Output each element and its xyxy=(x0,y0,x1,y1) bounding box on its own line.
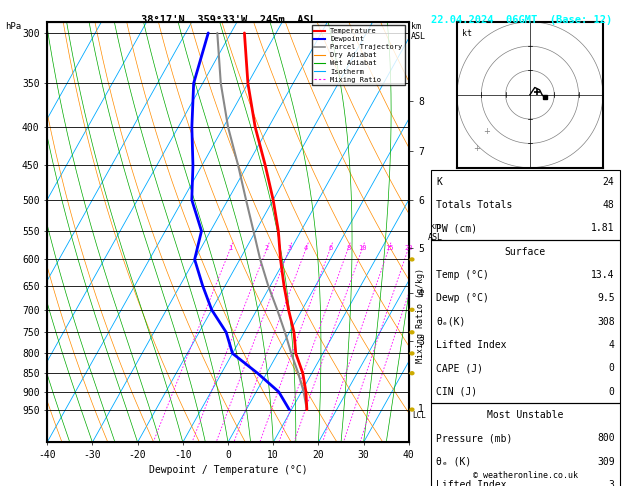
Y-axis label: km
ASL: km ASL xyxy=(427,223,442,242)
Text: CIN (J): CIN (J) xyxy=(436,387,477,397)
Text: Mixing Ratio (g/kg): Mixing Ratio (g/kg) xyxy=(416,268,425,364)
Legend: Temperature, Dewpoint, Parcel Trajectory, Dry Adiabat, Wet Adiabat, Isotherm, Mi: Temperature, Dewpoint, Parcel Trajectory… xyxy=(311,25,405,86)
Text: 3: 3 xyxy=(609,480,615,486)
Text: 9.5: 9.5 xyxy=(597,294,615,303)
Text: +: + xyxy=(473,144,480,153)
Text: Temp (°C): Temp (°C) xyxy=(436,270,489,280)
Text: 1: 1 xyxy=(228,245,233,251)
Text: Totals Totals: Totals Totals xyxy=(436,200,512,210)
Text: 1.81: 1.81 xyxy=(591,224,615,233)
Text: 309: 309 xyxy=(597,457,615,467)
Text: θₑ(K): θₑ(K) xyxy=(436,317,465,327)
X-axis label: Dewpoint / Temperature (°C): Dewpoint / Temperature (°C) xyxy=(148,466,308,475)
Text: 4: 4 xyxy=(609,340,615,350)
Text: PW (cm): PW (cm) xyxy=(436,224,477,233)
Text: 4: 4 xyxy=(304,245,308,251)
Text: 308: 308 xyxy=(597,317,615,327)
Text: 22.04.2024  06GMT  (Base: 12): 22.04.2024 06GMT (Base: 12) xyxy=(431,15,613,25)
Text: 10: 10 xyxy=(358,245,367,251)
Text: 2: 2 xyxy=(265,245,269,251)
Text: 3: 3 xyxy=(287,245,292,251)
Text: 800: 800 xyxy=(597,434,615,443)
Text: Surface: Surface xyxy=(504,247,546,257)
Text: K: K xyxy=(436,177,442,187)
Text: Dewp (°C): Dewp (°C) xyxy=(436,294,489,303)
Text: hPa: hPa xyxy=(5,22,21,31)
Text: CAPE (J): CAPE (J) xyxy=(436,364,483,373)
Text: © weatheronline.co.uk: © weatheronline.co.uk xyxy=(473,471,577,480)
Text: Most Unstable: Most Unstable xyxy=(487,410,564,420)
Text: 8: 8 xyxy=(346,245,350,251)
Text: 38°17'N  359°33'W  245m  ASL: 38°17'N 359°33'W 245m ASL xyxy=(140,15,316,25)
Text: km
ASL: km ASL xyxy=(411,22,426,41)
Text: LCL: LCL xyxy=(413,411,426,420)
Text: Lifted Index: Lifted Index xyxy=(436,480,506,486)
Text: 15: 15 xyxy=(385,245,393,251)
Text: 24: 24 xyxy=(603,177,615,187)
Text: kt: kt xyxy=(462,29,472,38)
Text: 0: 0 xyxy=(609,387,615,397)
Text: θₑ (K): θₑ (K) xyxy=(436,457,471,467)
Text: Pressure (mb): Pressure (mb) xyxy=(436,434,512,443)
Text: 13.4: 13.4 xyxy=(591,270,615,280)
Text: Lifted Index: Lifted Index xyxy=(436,340,506,350)
Text: 48: 48 xyxy=(603,200,615,210)
Text: +: + xyxy=(482,127,489,136)
Text: 0: 0 xyxy=(609,364,615,373)
Text: 6: 6 xyxy=(328,245,333,251)
Text: 20: 20 xyxy=(404,245,413,251)
